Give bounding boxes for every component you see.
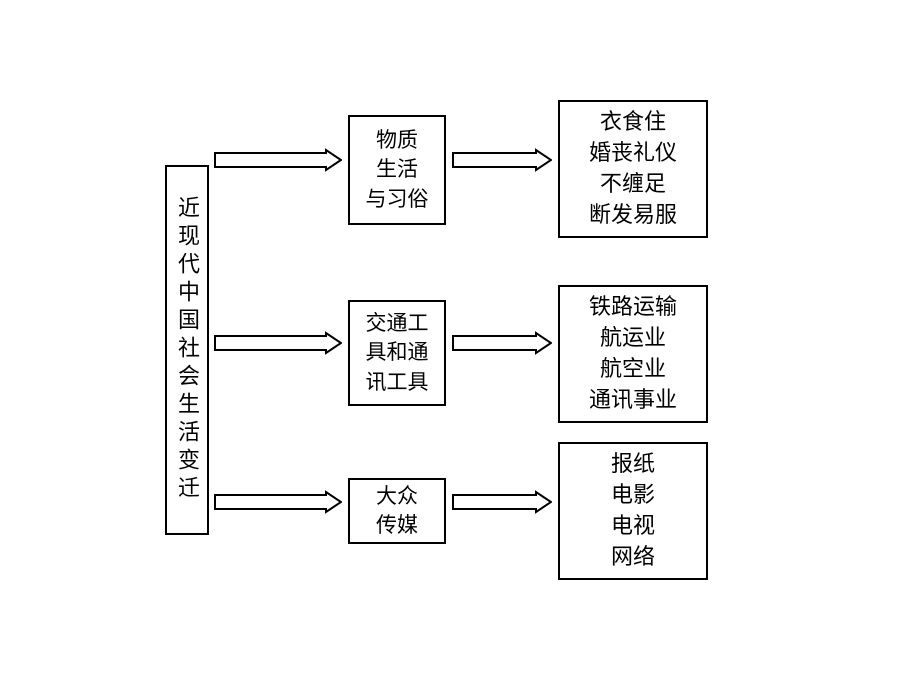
text-line: 物质 — [376, 126, 418, 155]
node-transport: 交通工具和通讯工具 — [348, 300, 446, 406]
node-lifestyle-details: 衣食住婚丧礼仪不缠足断发易服 — [558, 100, 708, 238]
node-media: 大众传媒 — [348, 478, 446, 544]
text-line: 网络 — [611, 542, 655, 573]
text-line: 报纸 — [611, 449, 655, 480]
root-node: 近现代中国社会生活变迁 — [165, 165, 209, 535]
text-line: 交通工 — [366, 309, 429, 338]
text-line: 讯工具 — [366, 368, 429, 397]
text-line: 婚丧礼仪 — [589, 138, 677, 169]
text-line: 衣食住 — [600, 107, 666, 138]
text-line: 传媒 — [376, 511, 418, 540]
text-line: 航运业 — [600, 323, 666, 354]
node-media-details: 报纸电影电视网络 — [558, 442, 708, 580]
text-line: 航空业 — [600, 354, 666, 385]
text-line: 生活 — [376, 155, 418, 184]
node-transport-details: 铁路运输航运业航空业通讯事业 — [558, 285, 708, 423]
text-line: 不缠足 — [600, 169, 666, 200]
text-line: 具和通 — [366, 338, 429, 367]
arrow-icon — [452, 329, 552, 357]
arrow-icon — [214, 329, 342, 357]
text-line: 与习俗 — [366, 185, 429, 214]
text-line: 铁路运输 — [589, 292, 677, 323]
text-line: 电影 — [611, 480, 655, 511]
text-line: 大众 — [376, 482, 418, 511]
arrow-icon — [214, 146, 342, 174]
text-line: 电视 — [611, 511, 655, 542]
text-line: 通讯事业 — [589, 385, 677, 416]
node-material: 物质生活与习俗 — [348, 115, 446, 225]
arrow-icon — [452, 146, 552, 174]
arrow-icon — [452, 488, 552, 516]
arrow-icon — [214, 488, 342, 516]
text-line: 断发易服 — [589, 200, 677, 231]
